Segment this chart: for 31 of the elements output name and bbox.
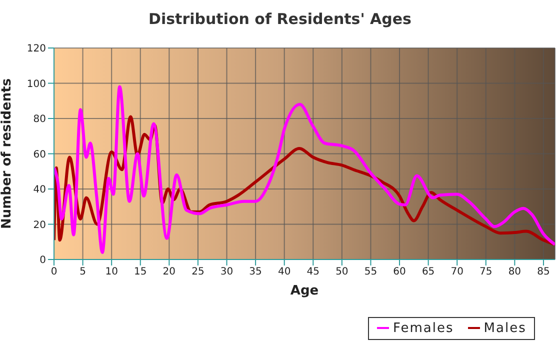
y-tick-label: 120 bbox=[26, 44, 46, 55]
x-tick-label: 75 bbox=[480, 266, 492, 278]
chart-title: Distribution of Residents' Ages bbox=[148, 10, 412, 28]
x-tick-label: 85 bbox=[537, 266, 550, 278]
x-tick-label: 80 bbox=[508, 266, 522, 278]
x-tick-label: 0 bbox=[50, 266, 58, 278]
x-tick-label: 35 bbox=[249, 266, 262, 278]
y-tick-label: 0 bbox=[40, 255, 46, 266]
x-tick-label: 55 bbox=[364, 266, 378, 278]
y-tick-label: 80 bbox=[33, 114, 46, 126]
x-tick-label: 45 bbox=[306, 266, 320, 278]
x-tick-label: 70 bbox=[450, 266, 464, 278]
x-tick-label: 25 bbox=[192, 266, 204, 278]
y-tick-label: 40 bbox=[33, 184, 46, 196]
x-tick-label: 50 bbox=[336, 266, 348, 278]
x-tick-label: 15 bbox=[134, 266, 147, 278]
x-tick-label: 20 bbox=[162, 266, 176, 278]
x-tick-label: 30 bbox=[220, 266, 234, 278]
y-tick-label: 60 bbox=[33, 149, 46, 160]
x-tick-label: 5 bbox=[80, 266, 86, 278]
x-tick-label: 10 bbox=[105, 266, 118, 278]
y-tick-label: 20 bbox=[33, 220, 46, 231]
x-tick-label: 60 bbox=[393, 266, 406, 278]
line-series bbox=[54, 85, 555, 254]
legend-label: Males bbox=[484, 320, 526, 336]
x-tick-label: 65 bbox=[422, 266, 435, 278]
legend-label: Females bbox=[393, 320, 454, 336]
x-tick-label: 40 bbox=[278, 266, 291, 278]
y-tick-label: 100 bbox=[26, 78, 46, 90]
x-axis-title: Age bbox=[290, 284, 319, 299]
y-axis-title: Number of residents bbox=[0, 78, 15, 230]
